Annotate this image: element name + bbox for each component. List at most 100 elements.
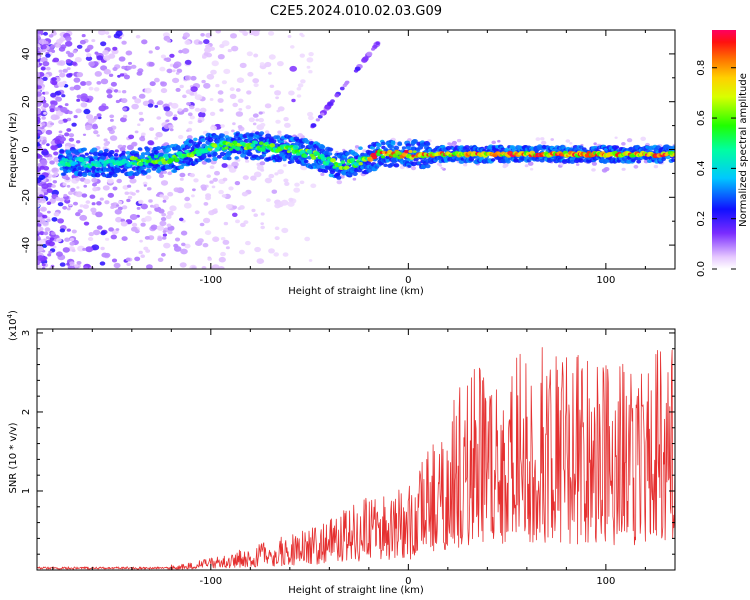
heatmap-cell	[410, 161, 417, 167]
heatmap-cell	[37, 30, 44, 34]
heatmap-cell	[269, 84, 275, 89]
heatmap-cell	[136, 71, 143, 76]
heatmap-cell	[361, 57, 368, 63]
heatmap-cell	[405, 146, 411, 150]
heatmap-cell	[268, 54, 276, 60]
snr-series-line	[37, 347, 675, 570]
heatmap-cell	[62, 182, 67, 186]
spectrogram-x-tick-label: 0	[405, 275, 411, 286]
heatmap-cell	[179, 217, 184, 222]
heatmap-cell	[103, 105, 109, 110]
heatmap-cell	[57, 218, 64, 224]
heatmap-cell	[242, 175, 249, 180]
heatmap-cell	[71, 122, 77, 127]
heatmap-cell	[614, 136, 618, 139]
heatmap-cell	[253, 140, 259, 145]
heatmap-cell	[73, 115, 78, 119]
heatmap-cell	[59, 197, 65, 202]
heatmap-cell	[146, 168, 152, 173]
heatmap-cell	[253, 83, 259, 88]
heatmap-cell	[451, 140, 457, 145]
heatmap-cell	[78, 171, 83, 175]
heatmap-cell	[189, 158, 194, 162]
heatmap-cell	[121, 65, 126, 70]
heatmap-cell	[352, 171, 358, 176]
heatmap-cell	[323, 169, 329, 173]
heatmap-cell	[103, 163, 107, 167]
heatmap-cell	[180, 144, 187, 149]
heatmap-cell	[311, 123, 316, 128]
spectrogram-y-tick-label: 20	[21, 95, 32, 108]
heatmap-cell	[308, 259, 313, 262]
heatmap-cell	[92, 151, 99, 156]
heatmap-cell	[139, 239, 143, 243]
heatmap-cell	[311, 155, 317, 160]
heatmap-cell	[300, 34, 305, 38]
heatmap-cell	[76, 98, 81, 102]
heatmap-cell	[147, 187, 152, 191]
heatmap-cell	[83, 221, 90, 226]
heatmap-cell	[206, 73, 215, 80]
heatmap-cell	[271, 189, 278, 194]
heatmap-cell	[168, 124, 174, 129]
heatmap-cell	[134, 98, 142, 104]
heatmap-cell	[85, 200, 91, 204]
heatmap-cell	[393, 145, 400, 150]
heatmap-cell	[297, 133, 304, 138]
heatmap-cell	[155, 193, 160, 197]
heatmap-cell	[76, 261, 82, 265]
heatmap-cell	[159, 194, 164, 198]
heatmap-cell	[68, 203, 72, 207]
heatmap-cell	[112, 173, 118, 178]
heatmap-cell	[125, 257, 131, 262]
heatmap-cell	[162, 199, 167, 203]
heatmap-cell	[253, 213, 258, 217]
heatmap-cell	[85, 127, 90, 131]
heatmap-cell	[306, 65, 311, 69]
heatmap-cell	[621, 167, 626, 171]
heatmap-cell	[112, 67, 118, 71]
heatmap-cell	[197, 238, 204, 244]
heatmap-cell	[239, 62, 247, 69]
heatmap-cell	[569, 142, 573, 145]
heatmap-cell	[166, 39, 171, 43]
heatmap-cell	[232, 205, 238, 210]
heatmap-cell	[260, 212, 265, 216]
heatmap-cell	[37, 153, 41, 159]
heatmap-cell	[131, 141, 138, 147]
heatmap-cell	[200, 33, 205, 37]
heatmap-cell	[197, 141, 203, 145]
heatmap-cell	[209, 165, 215, 169]
heatmap-cell	[58, 130, 63, 134]
heatmap-cell	[353, 162, 360, 167]
heatmap-cell	[89, 194, 96, 199]
heatmap-cell	[43, 231, 49, 236]
heatmap-cell	[205, 158, 212, 163]
heatmap-cell	[37, 203, 40, 208]
heatmap-cell	[81, 34, 86, 38]
heatmap-cell	[40, 66, 46, 71]
heatmap-cell	[404, 149, 409, 154]
heatmap-cell	[160, 81, 168, 87]
heatmap-cell	[177, 108, 183, 112]
heatmap-cell	[203, 39, 210, 45]
heatmap-cell	[113, 89, 119, 93]
heatmap-cell	[236, 150, 242, 155]
heatmap-cell	[76, 44, 83, 49]
heatmap-cell	[320, 172, 325, 176]
heatmap-cell	[40, 206, 47, 212]
heatmap-cell	[209, 46, 215, 51]
heatmap-cell	[282, 252, 289, 257]
heatmap-cell	[184, 196, 191, 202]
heatmap-cell	[82, 204, 89, 210]
heatmap-cell	[244, 156, 249, 160]
heatmap-cell	[281, 227, 289, 234]
heatmap-cell	[527, 161, 534, 166]
heatmap-cell	[447, 142, 452, 146]
heatmap-cell	[128, 134, 135, 140]
heatmap-cell	[211, 124, 215, 128]
heatmap-cell	[220, 237, 226, 241]
heatmap-cell	[49, 108, 55, 113]
heatmap-cell	[197, 119, 202, 124]
heatmap-cell	[437, 162, 442, 166]
